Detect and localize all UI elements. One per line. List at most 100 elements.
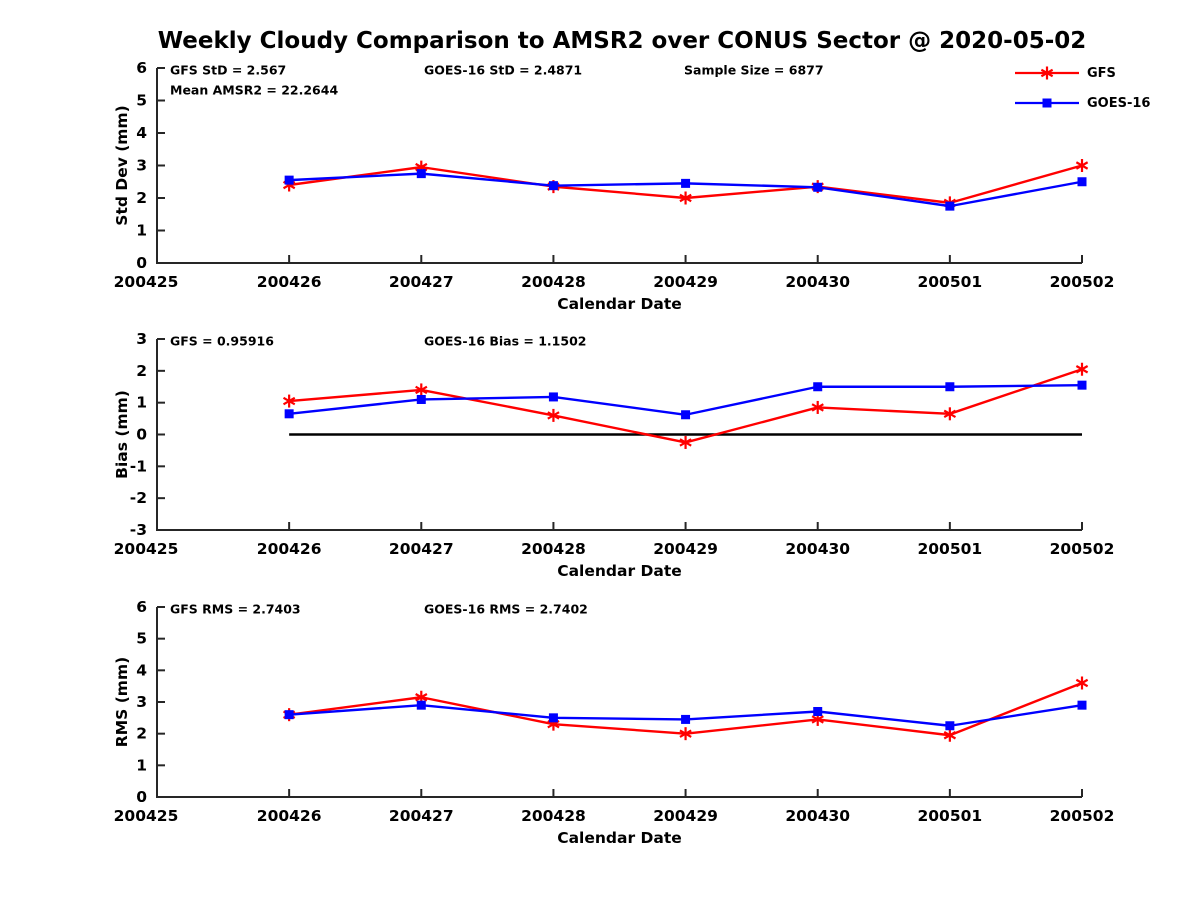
legend-label-goes16: GOES-16 <box>1087 95 1151 111</box>
x-tick-label: 200429 <box>653 807 718 825</box>
x-tick-label: 200426 <box>257 807 322 825</box>
x-tick-label: 200425 <box>114 540 179 558</box>
x-tick-label: 200428 <box>521 807 586 825</box>
y-axis-title: Std Dev (mm) <box>113 105 131 225</box>
x-tick-label: 200425 <box>114 807 179 825</box>
x-tick-label: 200427 <box>389 540 454 558</box>
annotation: GFS RMS = 2.7403 <box>170 602 301 617</box>
x-axis-title: Calendar Date <box>557 829 682 847</box>
annotation: Mean AMSR2 = 22.2644 <box>170 83 338 98</box>
marker-gfs-200502 <box>1075 365 1089 374</box>
y-tick-label: 1 <box>136 222 147 240</box>
legend-entry-gfs: GFS <box>1014 60 1150 86</box>
y-tick-label: 6 <box>136 598 147 616</box>
series-line-gfs <box>289 368 1083 444</box>
marker-gfs-200502 <box>1075 678 1089 688</box>
subplot-std-dev-mm: 0 1 2 3 4 5 6 200425 200426 200427 200428 200429 200… <box>113 59 1114 313</box>
annotation: GOES-16 RMS = 2.7402 <box>424 602 588 617</box>
x-tick-label: 200425 <box>114 273 179 291</box>
marker-goes-16-200430 <box>813 707 823 716</box>
y-tick-label: -1 <box>130 457 147 475</box>
annotation: GOES-16 Bias = 1.1502 <box>424 334 586 349</box>
marker-goes-16-200501 <box>945 201 955 211</box>
gfs-line-marker-icon <box>1015 66 1079 80</box>
y-tick-label: 4 <box>136 124 147 142</box>
x-tick-label: 200430 <box>785 273 850 291</box>
marker-gfs-200501 <box>943 409 957 419</box>
marker-goes-16-200426 <box>284 175 294 185</box>
annotation: GFS StD = 2.567 <box>170 63 286 78</box>
marker-gfs-200430 <box>811 403 824 412</box>
x-tick-label: 200429 <box>653 273 718 291</box>
marker-gfs-200429 <box>679 193 692 203</box>
x-tick-label: 200426 <box>257 273 322 291</box>
y-tick-label: 4 <box>136 661 147 679</box>
annotation: Sample Size = 6877 <box>684 63 824 78</box>
marker-goes-16-200426 <box>284 409 294 419</box>
y-tick-label: 1 <box>136 394 147 412</box>
marker-gfs-200428 <box>547 411 560 420</box>
x-axis-title: Calendar Date <box>557 295 682 313</box>
x-tick-label: 200430 <box>785 807 850 825</box>
y-tick-label: 2 <box>136 189 147 207</box>
marker-goes-16-200501 <box>945 721 955 731</box>
marker-goes-16-200427 <box>416 394 426 404</box>
x-axis-title: Calendar Date <box>557 562 682 580</box>
y-tick-label: 2 <box>136 362 147 380</box>
y-tick-label: -3 <box>130 521 147 539</box>
x-tick-label: 200501 <box>917 273 982 291</box>
x-tick-label: 200430 <box>785 540 850 558</box>
marker-goes-16-200428 <box>548 392 558 402</box>
marker-gfs-200426 <box>282 396 296 406</box>
marker-goes-16-200427 <box>416 169 426 179</box>
legend-entry-goes16: GOES-16 <box>1014 90 1150 116</box>
x-tick-label: 200427 <box>389 273 454 291</box>
legend: GFS GOES-16 <box>1014 60 1150 116</box>
x-tick-label: 200426 <box>257 540 322 558</box>
marker-gfs-200427 <box>415 385 428 395</box>
marker-goes-16-200428 <box>548 713 558 723</box>
x-tick-label: 200428 <box>521 540 586 558</box>
y-tick-label: 5 <box>136 630 147 648</box>
x-tick-label: 200429 <box>653 540 718 558</box>
y-tick-label: 5 <box>136 92 147 110</box>
marker-gfs-200429 <box>679 729 692 738</box>
marker-gfs-200502 <box>1075 161 1089 170</box>
marker-gfs-200430 <box>811 715 824 724</box>
marker-goes-16-200502 <box>1077 380 1087 390</box>
x-tick-label: 200502 <box>1050 807 1115 825</box>
y-tick-label: 0 <box>136 254 147 272</box>
marker-goes-16-200428 <box>548 181 558 191</box>
y-tick-label: 0 <box>136 788 147 806</box>
legend-label-gfs: GFS <box>1087 65 1116 81</box>
annotation: GOES-16 StD = 2.4871 <box>424 63 582 78</box>
marker-goes-16-200501 <box>945 382 955 392</box>
legend-marker <box>1040 68 1054 78</box>
marker-goes-16-200429 <box>681 714 691 724</box>
x-tick-label: 200502 <box>1050 273 1115 291</box>
y-tick-label: 3 <box>136 157 147 175</box>
y-axis-title: Bias (mm) <box>113 390 131 479</box>
y-tick-label: 0 <box>136 426 147 444</box>
y-tick-label: 2 <box>136 725 147 743</box>
marker-goes-16-200430 <box>813 382 823 392</box>
x-tick-label: 200502 <box>1050 540 1115 558</box>
x-tick-label: 200501 <box>917 540 982 558</box>
marker-goes-16-200427 <box>416 700 426 710</box>
y-tick-label: 3 <box>136 330 147 348</box>
marker-gfs-200501 <box>943 731 957 740</box>
y-tick-label: 1 <box>136 756 147 774</box>
legend-marker <box>1042 98 1052 108</box>
marker-goes-16-200430 <box>813 182 823 192</box>
marker-gfs-200427 <box>415 693 428 702</box>
marker-goes-16-200502 <box>1077 177 1087 187</box>
goes16-line-marker-icon <box>1015 98 1079 108</box>
y-tick-label: -2 <box>130 489 147 507</box>
subplot-bias-mm: -3 -2 -1 0 1 2 3 200425 200426 200427 200428 200429… <box>113 330 1114 580</box>
page-title: Weekly Cloudy Comparison to AMSR2 over C… <box>157 28 1087 54</box>
marker-goes-16-200429 <box>681 178 691 188</box>
x-tick-label: 200501 <box>917 807 982 825</box>
x-tick-label: 200427 <box>389 807 454 825</box>
marker-gfs-200429 <box>679 438 692 447</box>
